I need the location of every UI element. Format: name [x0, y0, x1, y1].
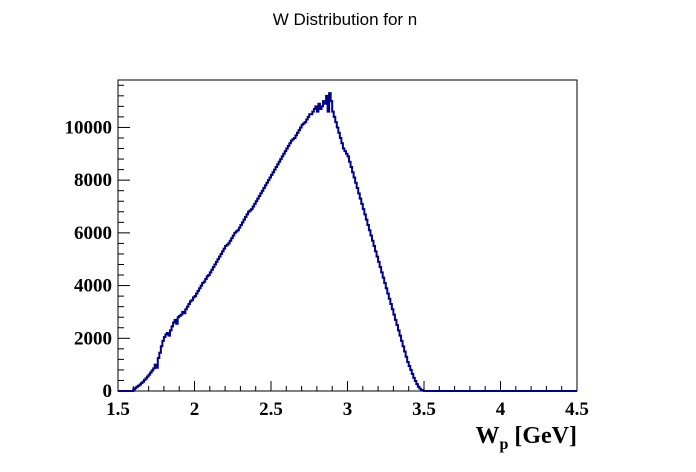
chart-title: W Distribution for n: [273, 10, 418, 29]
x-axis-title: Wp [GeV]: [475, 423, 577, 453]
x-tick-label: 4.5: [565, 399, 589, 420]
x-tick-label: 1.5: [106, 399, 130, 420]
y-tick-label: 10000: [65, 117, 113, 138]
x-axis-title-main: W: [475, 423, 499, 449]
x-tick-label: 2.5: [259, 399, 283, 420]
y-tick-label: 4000: [74, 276, 112, 297]
y-tick-label: 0: [103, 381, 113, 402]
x-axis-title-sub: p: [499, 436, 508, 453]
x-tick-label: 2: [190, 399, 200, 420]
x-axis-title-unit: [GeV]: [508, 423, 577, 449]
x-tick-label: 4: [496, 399, 506, 420]
y-axis: 0 2000 4000 6000 8000 10000: [65, 84, 130, 402]
x-tick-label: 3.5: [412, 399, 436, 420]
y-tick-label: 6000: [74, 223, 112, 244]
histogram-line: [118, 92, 577, 392]
plot-frame: [117, 79, 578, 392]
x-tick-label: 3: [343, 399, 353, 420]
y-tick-label: 8000: [74, 170, 112, 191]
y-tick-label: 2000: [74, 328, 112, 349]
x-axis: 1.5 2 2.5 3 3.5 4 4.5: [106, 381, 589, 420]
